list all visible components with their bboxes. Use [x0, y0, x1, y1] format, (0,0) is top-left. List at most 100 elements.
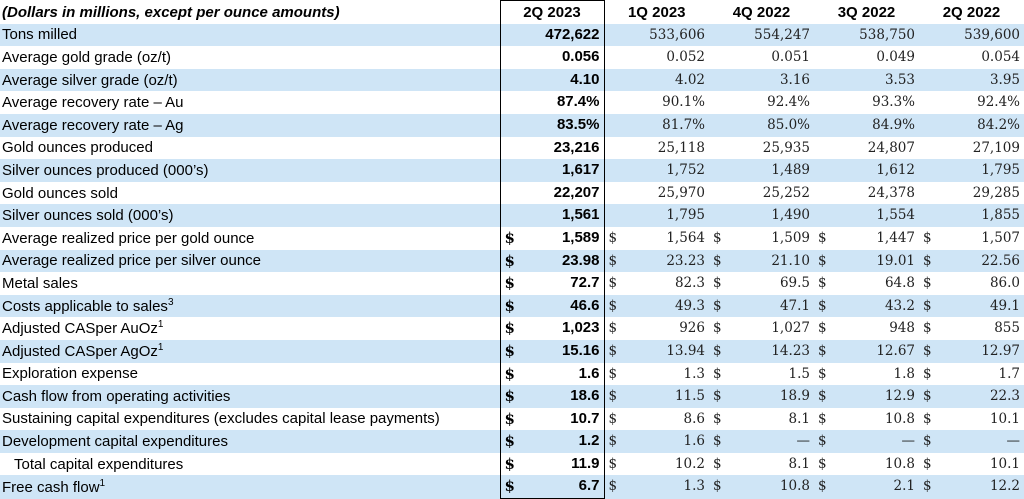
cell-value: 538,750	[859, 26, 915, 43]
table-row: Gold ounces sold 22,207 25,970 25,252 24,378…	[0, 181, 1024, 205]
currency-symbol: $	[713, 342, 722, 359]
row-label: Cash flow from operating activities	[0, 385, 500, 408]
cell-value: 1,554	[876, 207, 915, 224]
current-period-cell: 1,617	[499, 159, 605, 182]
row-label: Total capital expenditures	[0, 453, 500, 476]
currency-symbol: $	[818, 229, 827, 246]
period-header: 3Q 2022	[814, 0, 919, 24]
value-cell: $1.3	[604, 475, 709, 499]
value-cell: 3.95	[919, 68, 1024, 92]
currency-symbol: $	[608, 320, 618, 337]
cell-value: 855	[994, 320, 1020, 337]
current-period-cell: 0.056	[499, 46, 605, 69]
cell-value: 0.052	[666, 49, 705, 66]
cell-value: 0.056	[561, 48, 600, 66]
value-cell: $10.8	[814, 408, 919, 431]
cell-value: 10.2	[674, 455, 705, 472]
value-cell: $47.1	[709, 294, 814, 318]
value-cell: 29,285	[919, 182, 1024, 205]
cell-value: 47.1	[779, 297, 810, 314]
cell-value: 1.2	[578, 432, 600, 450]
currency-symbol: $	[504, 409, 515, 428]
cell-value: 1,617	[561, 161, 600, 179]
row-label-text: Adjusted CASper AuOz	[2, 320, 158, 338]
row-label: Gold ounces produced	[0, 137, 500, 160]
value-cell: 0.049	[814, 46, 919, 69]
value-cell: $8.6	[604, 408, 709, 431]
currency-symbol: $	[923, 388, 932, 405]
row-label-text: Gold ounces produced	[2, 139, 153, 157]
currency-symbol: $	[923, 478, 932, 495]
table-row: Exploration expense $1.6 $1.3 $1.5 $1.8 $1.7	[0, 362, 1024, 386]
value-cell: $1,507	[919, 227, 1024, 250]
currency-symbol: $	[818, 388, 827, 405]
cell-value: 1,447	[876, 229, 915, 246]
row-label-text: Development capital expenditures	[2, 433, 228, 451]
cell-value: 92.4%	[977, 94, 1020, 111]
value-cell: $1.6	[604, 430, 709, 453]
cell-value: 12.67	[876, 342, 915, 359]
currency-symbol: $	[608, 275, 618, 292]
value-cell: $1.3	[604, 363, 709, 386]
currency-symbol: $	[608, 388, 618, 405]
cell-value: 8.1	[788, 455, 810, 472]
row-label: Gold ounces sold	[0, 182, 500, 205]
cell-value: 10.1	[989, 410, 1020, 427]
cell-value: 84.2%	[977, 116, 1020, 133]
row-label: Average recovery rate – Ag	[0, 113, 500, 137]
table-row: Average silver grade (oz/t) 4.10 4.02 3.16 3…	[0, 68, 1024, 92]
currency-symbol: $	[818, 365, 827, 382]
table-row: Average realized price per silver ounce $…	[0, 249, 1024, 273]
value-cell: $ —	[709, 430, 814, 453]
cell-value: 82.3	[674, 275, 705, 292]
value-cell: $10.1	[919, 453, 1024, 476]
value-cell: 3.53	[814, 68, 919, 92]
table-row: Gold ounces produced 23,216 25,118 25,935 24…	[0, 136, 1024, 160]
cell-value: 22,207	[553, 183, 600, 201]
value-cell: $13.94	[604, 339, 709, 363]
row-label-text: Free cash flow	[2, 478, 100, 496]
cell-value: 472,622	[545, 25, 600, 43]
current-period-cell: $1.6	[499, 362, 605, 386]
row-label-text: Exploration expense	[2, 365, 138, 383]
row-label: Costs applicable to sales3	[0, 294, 500, 318]
currency-symbol: $	[608, 365, 618, 382]
row-label: Tons milled	[0, 23, 500, 47]
table-row: Adjusted CASper AuOz1 $1,023 $926 $1,027 $94…	[0, 317, 1024, 340]
currency-symbol: $	[608, 229, 618, 246]
value-cell: $64.8	[814, 272, 919, 295]
cell-value: 1,795	[666, 207, 705, 224]
currency-symbol: $	[923, 410, 932, 427]
cell-value: 554,247	[754, 26, 810, 43]
currency-symbol: $	[713, 410, 722, 427]
cell-value: 87.4%	[556, 93, 600, 111]
value-cell: $855	[919, 317, 1024, 340]
cell-value: 1,023	[561, 319, 600, 337]
cell-value: 1,507	[981, 229, 1020, 246]
cell-value: 1,612	[876, 162, 915, 179]
currency-symbol: $	[713, 252, 722, 269]
currency-symbol: $	[504, 364, 515, 383]
currency-symbol: $	[608, 455, 618, 472]
cell-value: 72.7	[570, 274, 600, 292]
currency-symbol: $	[923, 297, 932, 314]
current-period-cell: 22,207	[499, 181, 605, 205]
value-cell: $19.01	[814, 249, 919, 273]
value-cell: $8.1	[709, 408, 814, 431]
table-row: Silver ounces sold (000’s) 1,561 1,795 1,49…	[0, 204, 1024, 227]
cell-value: 25,935	[762, 139, 810, 156]
value-cell: 1,795	[919, 159, 1024, 182]
value-cell: 24,378	[814, 182, 919, 205]
table-row: Costs applicable to sales3 $46.6 $49.3 $47.…	[0, 294, 1024, 318]
value-cell: 27,109	[919, 137, 1024, 160]
value-cell: 538,750	[814, 23, 919, 47]
cell-value: 10.8	[884, 455, 915, 472]
cell-value: 25,118	[657, 139, 705, 156]
current-period-cell: $23.98	[499, 249, 605, 273]
currency-symbol: $	[713, 275, 722, 292]
cell-value: 24,807	[867, 139, 915, 156]
row-label: Development capital expenditures	[0, 430, 500, 453]
table-row: Free cash flow1 $6.7 $1.3 $10.8 $2.1 $12.2	[0, 475, 1024, 499]
cell-value: 11.9	[571, 454, 600, 472]
value-cell: $23.23	[604, 249, 709, 273]
